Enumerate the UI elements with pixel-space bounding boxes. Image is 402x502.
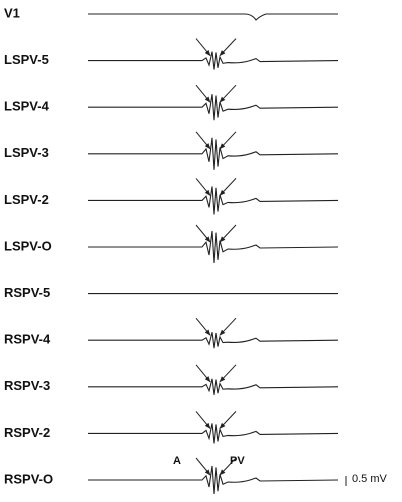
arrow [195, 457, 211, 476]
trace [88, 51, 339, 70]
arrow [219, 38, 237, 57]
channel-label: RSPV-5 [4, 285, 50, 300]
channel-label: RSPV-4 [4, 332, 51, 347]
arrow [195, 84, 211, 103]
arrow [195, 364, 211, 383]
arrow [219, 84, 237, 103]
channel-label: LSPV-O [4, 238, 52, 253]
arrow [219, 411, 237, 429]
pv-label: PV [230, 455, 245, 467]
scale-label: 0.5 mV [352, 473, 388, 485]
arrow [195, 178, 211, 196]
arrow [219, 317, 237, 336]
arrow [219, 131, 237, 150]
channel-label: RSPV-2 [4, 425, 50, 440]
trace [88, 465, 339, 495]
trace [88, 94, 339, 121]
trace [88, 332, 339, 349]
atrial-label: A [173, 455, 181, 467]
channel-label: LSPV-4 [4, 99, 50, 114]
arrow [219, 457, 237, 476]
channel-label: LSPV-5 [4, 52, 49, 67]
channel-label: V1 [4, 5, 20, 20]
arrow [195, 224, 211, 243]
arrow [195, 317, 211, 336]
arrow [219, 224, 237, 243]
arrow [195, 38, 211, 57]
channel-label: RSPV-3 [4, 378, 50, 393]
channel-label: LSPV-3 [4, 145, 49, 160]
arrow [219, 364, 237, 383]
trace [88, 13, 338, 21]
trace [88, 230, 339, 264]
arrow [195, 131, 211, 150]
trace [88, 186, 339, 215]
arrow [219, 178, 237, 196]
arrow [195, 411, 211, 429]
channel-label: LSPV-2 [4, 192, 49, 207]
trace [88, 378, 339, 395]
trace [88, 137, 339, 170]
channel-label: RSPV-O [4, 471, 53, 486]
trace [88, 423, 339, 444]
